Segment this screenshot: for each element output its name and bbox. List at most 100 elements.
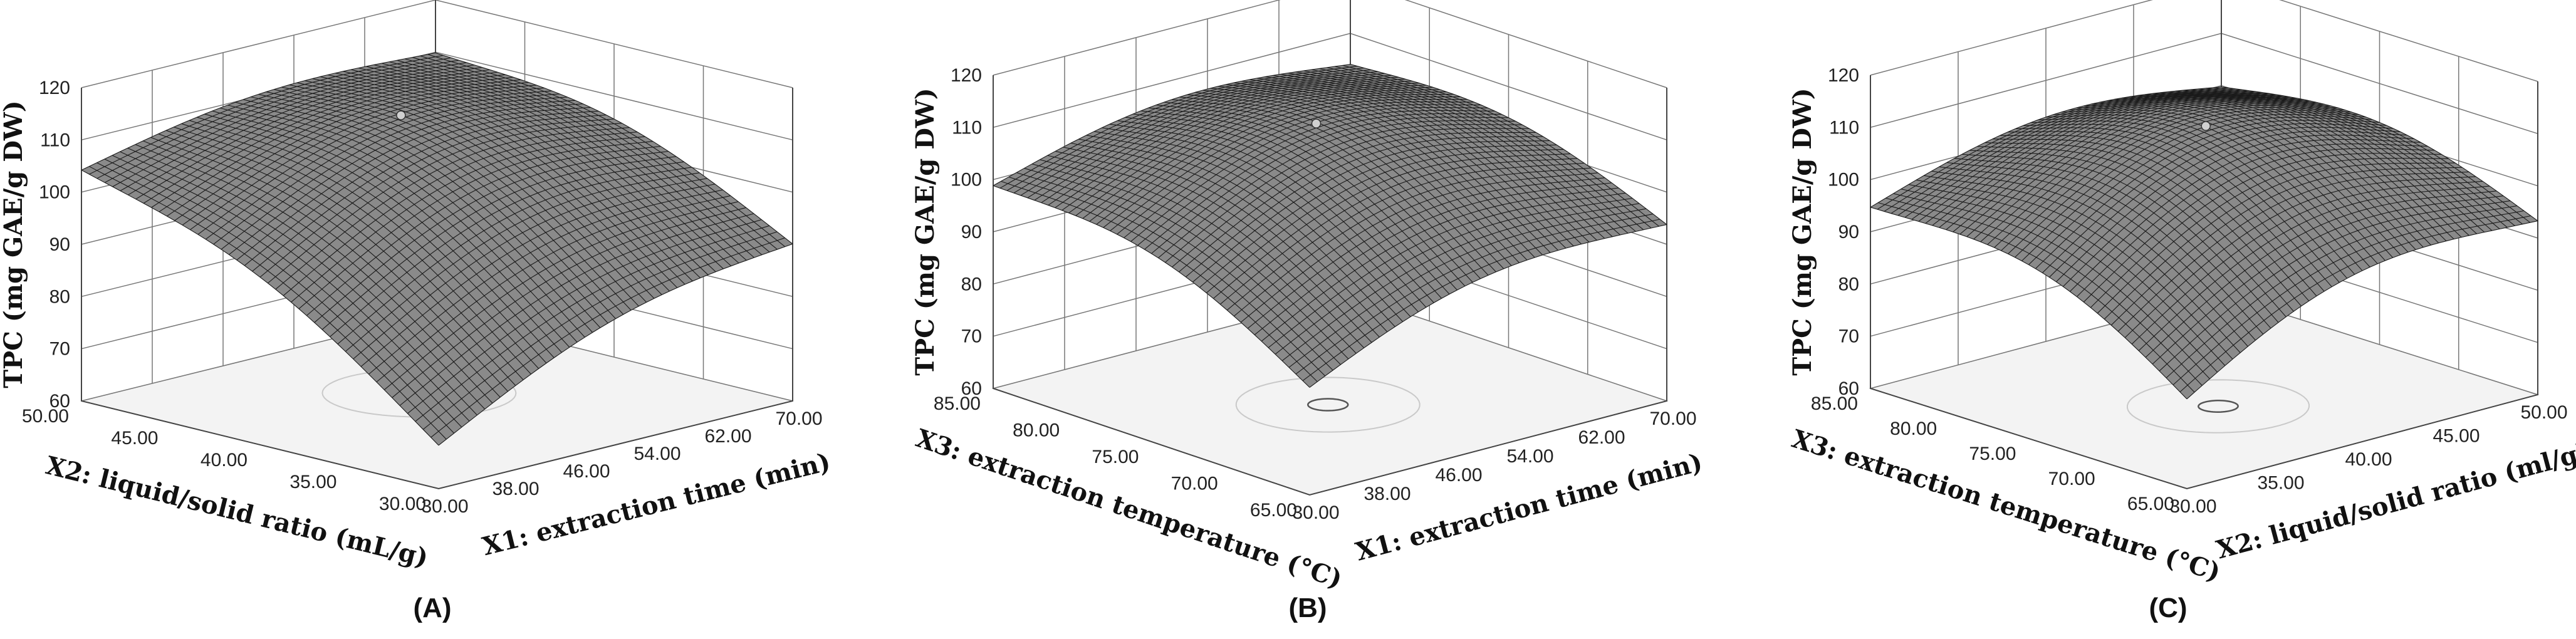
mesh-line [227,105,585,338]
z-tick-label: 110 [1829,117,1859,138]
mesh-line [1055,150,1372,343]
floor-contour [2198,400,2239,413]
mesh-line [1977,146,2294,312]
y-tick-label: 50.00 [22,406,69,427]
surface-fill [993,64,1667,388]
mesh-line [305,80,662,295]
mesh-line [281,86,639,307]
mesh-line [96,162,454,434]
z-tick-label: 90 [1838,222,1859,242]
mesh-line [2068,107,2386,261]
y-tick-label: 65.00 [1250,500,1297,521]
x-tick-label: 46.00 [563,461,610,482]
x-tick-label: 38.00 [492,479,539,499]
mesh-line [1257,78,1574,247]
mesh-line [993,185,1310,388]
mesh-line [1117,120,1434,303]
optimum-point [1311,118,1322,128]
z-tick-label: 90 [50,234,70,255]
mesh-line [2030,120,2348,279]
mesh-line [1210,88,1528,261]
mesh-line [2152,93,2469,236]
mesh-line [2038,117,2355,275]
x-tick-label: 70.00 [1649,408,1696,429]
mesh-line [251,96,608,324]
mesh-line [2145,94,2462,238]
x-tick-label: 54.00 [1506,446,1553,467]
x-tick-label: 30.00 [421,496,468,517]
mesh-line [1226,84,1543,256]
mesh-line [2221,86,2538,221]
mesh-line [1218,86,1535,258]
mesh-line [2206,88,2523,225]
box-frame [1870,75,2538,490]
x-tick-label: 35.00 [2257,473,2304,494]
y-tick-label: 65.00 [2127,494,2174,514]
mesh-line [143,140,501,398]
mesh-line [127,147,486,410]
mesh-line [112,155,470,422]
z-tick-label: 100 [39,182,70,203]
mesh-line [2061,109,2378,264]
z-tick-label: 110 [40,130,70,150]
mesh-line [242,99,601,328]
mesh-line [266,91,624,315]
optimum-point [396,110,406,120]
mesh-line [1202,90,1520,263]
mesh-line [1148,107,1466,287]
x-tick-label: 38.00 [1364,484,1411,504]
mesh-line [1008,176,1326,377]
z-tick-label: 80 [50,286,70,307]
mesh-line [1870,207,2188,400]
mesh-line [273,89,632,311]
panel-label: (B) [1288,593,1327,623]
mesh-line [2183,90,2500,229]
mesh-line [1992,138,2310,301]
mesh-line [1969,150,2287,318]
mesh-line [1916,179,2233,360]
mesh-line [235,101,593,333]
mesh-line [2053,112,2370,268]
mesh-line [1031,164,1349,360]
mesh-line [150,137,508,392]
mesh-line [1885,197,2203,386]
x-tick-label: 30.00 [2169,496,2216,517]
mesh-line [1296,71,1613,237]
z-tick-label: 70 [1838,326,1859,347]
mesh-line [2076,105,2394,258]
z-tick-label: 70 [961,326,982,347]
mesh-line [1311,69,1629,234]
mesh-line [81,169,439,446]
mesh-line [204,113,562,353]
z-axis-title: TPC (mg GAE/g DW) [1788,88,1817,375]
mesh-line [89,166,447,440]
mesh-line [174,127,531,375]
y-tick-label: 80.00 [1013,420,1060,441]
mesh-line [2092,101,2409,252]
mesh-line [1086,135,1404,322]
x-tick-label: 46.00 [1435,465,1482,486]
mesh-line [1893,193,2210,380]
mesh-line [1140,110,1457,291]
mesh-line [197,117,555,358]
mesh-line [1249,79,1567,249]
mesh-line [420,55,778,250]
mesh-line [1335,66,1652,229]
mesh-line [2008,131,2325,292]
panel-label: (A) [413,593,451,623]
mesh-line [1901,189,2218,373]
panel-label: (C) [2149,593,2187,623]
mesh-line [2000,135,2317,296]
z-axis-title: TPC (mg GAE/g DW) [910,88,940,375]
mesh-line [389,61,747,261]
mesh-line [1931,170,2248,347]
wall-gridline [1870,0,2538,82]
mesh-line [2175,90,2493,231]
mesh-line [2129,96,2447,242]
mesh-line [120,151,477,415]
mesh-line [2191,89,2508,228]
surface-mesh [993,64,1667,388]
